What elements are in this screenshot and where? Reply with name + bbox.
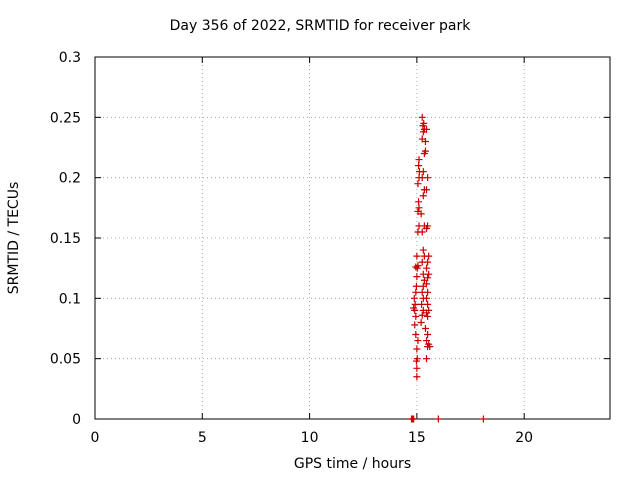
- data-point: [411, 321, 419, 329]
- data-point: [413, 345, 421, 353]
- data-point: [421, 147, 429, 155]
- data-point: [423, 264, 431, 272]
- data-point: [413, 355, 421, 363]
- data-point: [413, 373, 421, 381]
- x-tick-label: 10: [301, 430, 319, 446]
- data-point: [415, 162, 423, 170]
- x-axis-label: GPS time / hours: [293, 456, 412, 472]
- y-axis-label: SRMTID / TECUs: [6, 181, 22, 295]
- data-point: [410, 415, 418, 423]
- data-point: [421, 137, 429, 145]
- data-point: [419, 192, 427, 200]
- data-point: [410, 294, 418, 302]
- data-point: [423, 355, 431, 363]
- data-point: [415, 204, 423, 212]
- data-point: [413, 364, 421, 372]
- data-point: [424, 174, 432, 182]
- data-point: [414, 262, 422, 270]
- y-tick-label: 0.25: [50, 110, 81, 126]
- data-point: [412, 312, 420, 320]
- data-point: [421, 325, 429, 332]
- data-point: [424, 288, 432, 296]
- y-tick-label: 0: [72, 412, 81, 428]
- data-point: [425, 340, 433, 348]
- data-point: [425, 252, 433, 260]
- data-point: [415, 156, 423, 164]
- data-point: [415, 198, 423, 206]
- data-point: [417, 318, 425, 326]
- data-point: [412, 331, 420, 339]
- data-point: [424, 312, 432, 320]
- data-point: [425, 270, 433, 278]
- plot-frame: [94, 56, 611, 420]
- data-point: [418, 300, 426, 308]
- data-point: [423, 186, 431, 194]
- y-tick-label: 0.15: [50, 231, 81, 247]
- data-point: [419, 246, 427, 254]
- x-tick-label: 0: [91, 430, 100, 446]
- data-point: [434, 415, 442, 423]
- data-point: [423, 125, 431, 133]
- data-point: [412, 282, 420, 290]
- data-point: [413, 273, 421, 281]
- data-point: [423, 294, 431, 302]
- data-point: [417, 210, 425, 218]
- data-point: [414, 180, 422, 188]
- data-point: [479, 415, 487, 423]
- y-tick-label: 0.05: [50, 352, 81, 368]
- x-tick-label: 5: [198, 430, 207, 446]
- y-tick-label: 0.1: [59, 291, 81, 307]
- x-tick-label: 20: [515, 430, 533, 446]
- data-point: [413, 252, 421, 260]
- chart-title: Day 356 of 2022, SRMTID for receiver par…: [169, 18, 471, 34]
- x-tick-label: 15: [408, 430, 426, 446]
- data-point: [420, 119, 428, 127]
- data-point: [419, 168, 427, 176]
- data-point: [423, 337, 431, 345]
- data-point: [414, 337, 422, 345]
- y-tick-label: 0.3: [59, 50, 81, 66]
- data-point: [424, 300, 432, 308]
- data-point: [424, 258, 432, 266]
- data-point: [418, 311, 426, 319]
- data-point: [411, 300, 419, 308]
- data-point: [424, 331, 432, 339]
- data-point: [410, 304, 418, 312]
- y-tick-label: 0.2: [59, 171, 81, 187]
- data-point: [412, 288, 420, 296]
- data-point: [423, 280, 431, 288]
- data-point: [418, 228, 426, 236]
- data-point: [418, 113, 426, 121]
- data-point: [424, 274, 432, 282]
- data-point: [424, 222, 432, 230]
- data-point: [425, 306, 433, 314]
